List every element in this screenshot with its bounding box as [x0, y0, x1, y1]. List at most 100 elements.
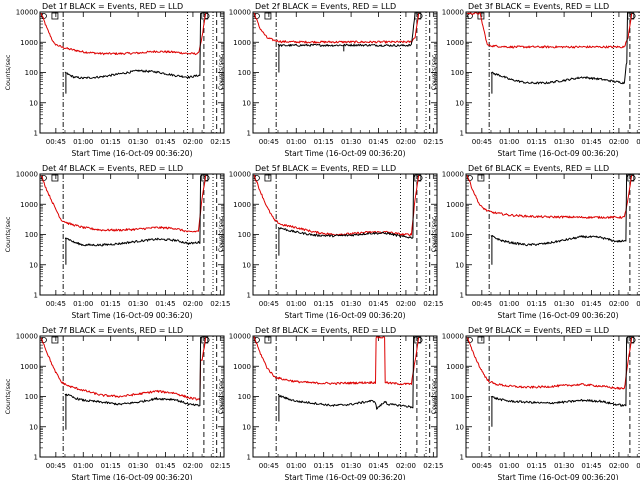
x-tick-label: 01:30	[128, 138, 148, 146]
series-events-line	[64, 12, 203, 80]
panel-4: Det 4f BLACK = Events, RED = LLD Counts/s…	[4, 164, 230, 320]
y-tick-label: 1	[460, 292, 464, 300]
circle-marker	[629, 337, 636, 343]
plot-area	[466, 336, 640, 457]
y-tick-label: 1000	[446, 201, 464, 209]
series-events-line	[277, 174, 416, 239]
x-axis-label: Start Time (16-Oct-09 00:36:20)	[497, 149, 618, 158]
x-axis-label: Start Time (16-Oct-09 00:36:20)	[71, 149, 192, 158]
x-tick-label: 01:30	[554, 138, 574, 146]
y-tick-label: 100	[451, 393, 464, 401]
x-tick-label: 01:45	[581, 138, 601, 146]
square-marker	[51, 12, 59, 20]
y-tick-label: 10	[455, 261, 464, 269]
plot-frame	[39, 335, 225, 458]
y-axis-label: Counts/sec	[4, 378, 12, 414]
x-axis-label: Start Time (16-Oct-09 00:36:20)	[284, 149, 405, 158]
y-axis-label: Counts/sec	[217, 216, 225, 252]
plot-frame	[465, 11, 640, 134]
y-tick-label: 10	[29, 261, 38, 269]
y-tick-label: 100	[451, 69, 464, 77]
x-tick-label: 00:45	[46, 138, 66, 146]
x-tick-label: 01:45	[155, 300, 175, 308]
y-tick-label: 100	[238, 393, 251, 401]
x-tick-label: 00:45	[472, 138, 492, 146]
x-tick-label: 02:15	[636, 300, 640, 308]
y-tick-label: 1	[34, 454, 38, 462]
y-tick-label: 10	[455, 99, 464, 107]
x-tick-label: 01:45	[368, 138, 388, 146]
x-tick-label: 01:00	[286, 300, 306, 308]
plot-area	[41, 174, 218, 295]
x-tick-label: 02:15	[636, 138, 640, 146]
y-tick-label: 10	[29, 99, 38, 107]
x-tick-label: 02:00	[183, 138, 203, 146]
x-tick-label: 02:15	[423, 300, 443, 308]
series-lld-line	[466, 175, 633, 219]
x-tick-label: 01:45	[155, 462, 175, 470]
x-tick-label: 00:45	[259, 138, 279, 146]
y-tick-label: 1000	[233, 39, 251, 47]
series-lld-line	[466, 12, 633, 49]
square-marker	[477, 174, 485, 182]
series-events-line	[278, 336, 416, 410]
x-tick-label: 00:45	[46, 300, 66, 308]
y-tick-label: 1000	[20, 39, 38, 47]
y-tick-label: 10000	[16, 171, 38, 179]
square-marker	[264, 336, 272, 344]
x-tick-label: 01:45	[581, 300, 601, 308]
x-axis-label: Start Time (16-Oct-09 00:36:20)	[284, 311, 405, 320]
x-tick-label: 01:15	[527, 462, 547, 470]
x-tick-label: 01:15	[527, 138, 547, 146]
plot-area	[466, 174, 640, 295]
circle-marker	[254, 175, 260, 181]
y-tick-label: 1000	[20, 363, 38, 371]
y-tick-label: 1	[460, 454, 464, 462]
y-axis-label: Counts/sec	[4, 54, 12, 90]
y-tick-label: 1000	[446, 39, 464, 47]
plot-area	[466, 12, 640, 133]
x-tick-label: 02:15	[210, 300, 230, 308]
x-tick-label: 00:45	[259, 462, 279, 470]
y-tick-label: 100	[238, 69, 251, 77]
plot-frame	[39, 173, 225, 296]
circle-marker	[629, 175, 636, 181]
x-tick-label: 02:15	[636, 462, 640, 470]
x-tick-label: 01:00	[286, 462, 306, 470]
x-tick-label: 01:45	[368, 462, 388, 470]
y-tick-label: 10000	[442, 171, 464, 179]
x-tick-label: 02:15	[210, 138, 230, 146]
panel-title: Det 6f BLACK = Events, RED = LLD	[468, 164, 609, 173]
x-tick-label: 01:45	[581, 462, 601, 470]
plot-area	[40, 12, 218, 133]
series-events-line	[490, 336, 629, 407]
y-tick-label: 1	[247, 130, 251, 138]
series-events-line	[490, 12, 629, 85]
x-tick-label: 00:45	[259, 300, 279, 308]
x-tick-label: 02:00	[609, 138, 629, 146]
plot-frame	[465, 335, 640, 458]
x-tick-label: 01:30	[128, 300, 148, 308]
x-tick-label: 02:15	[210, 462, 230, 470]
panel-3: Det 3f BLACK = Events, RED = LLD Counts/s…	[430, 2, 640, 158]
y-tick-label: 1000	[233, 363, 251, 371]
panel-2: Det 2f BLACK = Events, RED = LLD Counts/s…	[217, 2, 443, 158]
panel-title: Det 1f BLACK = Events, RED = LLD	[42, 2, 183, 11]
y-tick-label: 1	[34, 292, 38, 300]
panel-6: Det 6f BLACK = Events, RED = LLD Counts/s…	[430, 164, 640, 320]
y-tick-label: 100	[25, 69, 38, 77]
plot-area	[253, 12, 431, 133]
series-events-line	[277, 13, 416, 47]
series-lld-line	[40, 12, 207, 56]
y-tick-label: 10000	[442, 333, 464, 341]
panel-title: Det 2f BLACK = Events, RED = LLD	[255, 2, 396, 11]
panel-title: Det 9f BLACK = Events, RED = LLD	[468, 326, 609, 335]
y-tick-label: 10	[455, 423, 464, 431]
y-tick-label: 10000	[442, 9, 464, 17]
square-marker	[264, 174, 272, 182]
x-tick-label: 00:45	[472, 300, 492, 308]
x-tick-label: 01:15	[527, 300, 547, 308]
x-tick-label: 01:00	[73, 300, 93, 308]
plot-area	[40, 336, 218, 457]
y-tick-label: 1000	[446, 363, 464, 371]
